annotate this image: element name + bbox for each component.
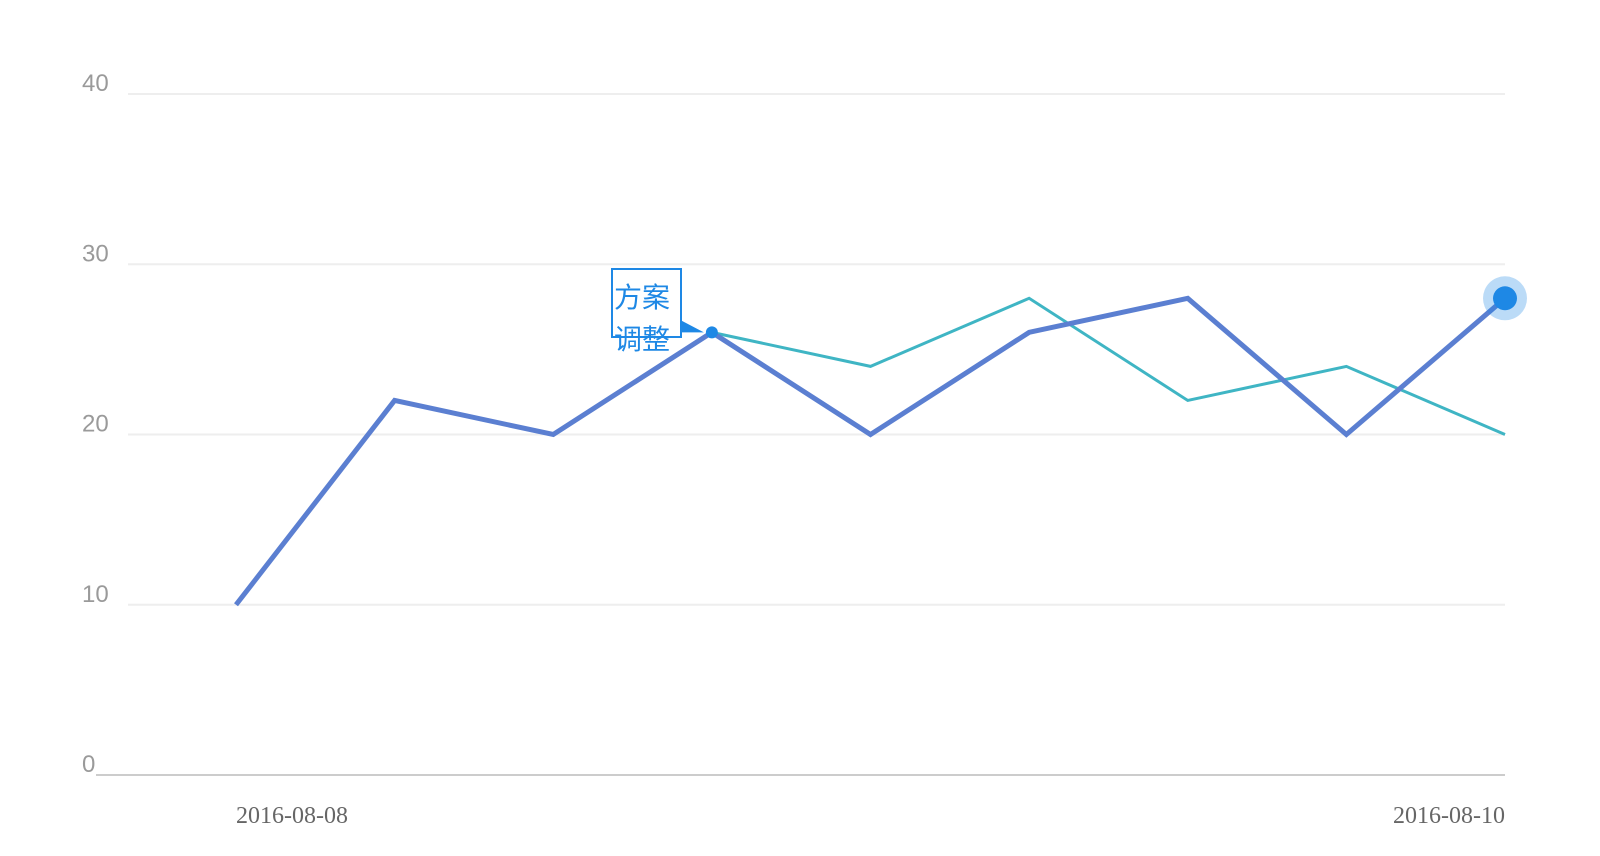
y-tick-label: 10 xyxy=(82,581,109,608)
annotation-text-line: 方案 xyxy=(614,281,670,314)
y-tick-label: 40 xyxy=(82,70,109,97)
series-line-2 xyxy=(711,296,1506,436)
y-tick-label: 30 xyxy=(82,240,109,267)
highlight-point xyxy=(1493,286,1517,311)
y-tick-label: 20 xyxy=(82,411,109,438)
annotation-box xyxy=(611,268,682,338)
x-tick-label: 2016-08-10 xyxy=(1393,803,1505,829)
series-lines xyxy=(234,295,1507,607)
annotation-text: 方案调整 xyxy=(614,281,670,356)
annotation-group: 方案调整 xyxy=(611,268,718,356)
series-line-1 xyxy=(234,295,1507,607)
highlight-group xyxy=(1483,276,1527,321)
axes: 0 10 20 30 40 2016-08-08 2016-08-10 xyxy=(82,70,1505,829)
x-tick-label: 2016-08-08 xyxy=(236,803,348,829)
grid-lines xyxy=(128,93,1505,606)
annotation-point xyxy=(705,326,718,339)
annotation-pointer xyxy=(681,320,704,333)
annotation-text-line: 调整 xyxy=(614,323,670,356)
y-tick-label: 0 xyxy=(82,751,95,778)
